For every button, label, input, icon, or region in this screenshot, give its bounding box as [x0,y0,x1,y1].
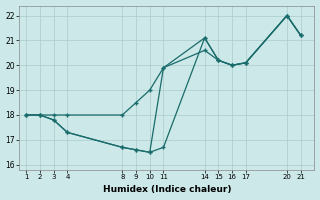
X-axis label: Humidex (Indice chaleur): Humidex (Indice chaleur) [103,185,231,194]
